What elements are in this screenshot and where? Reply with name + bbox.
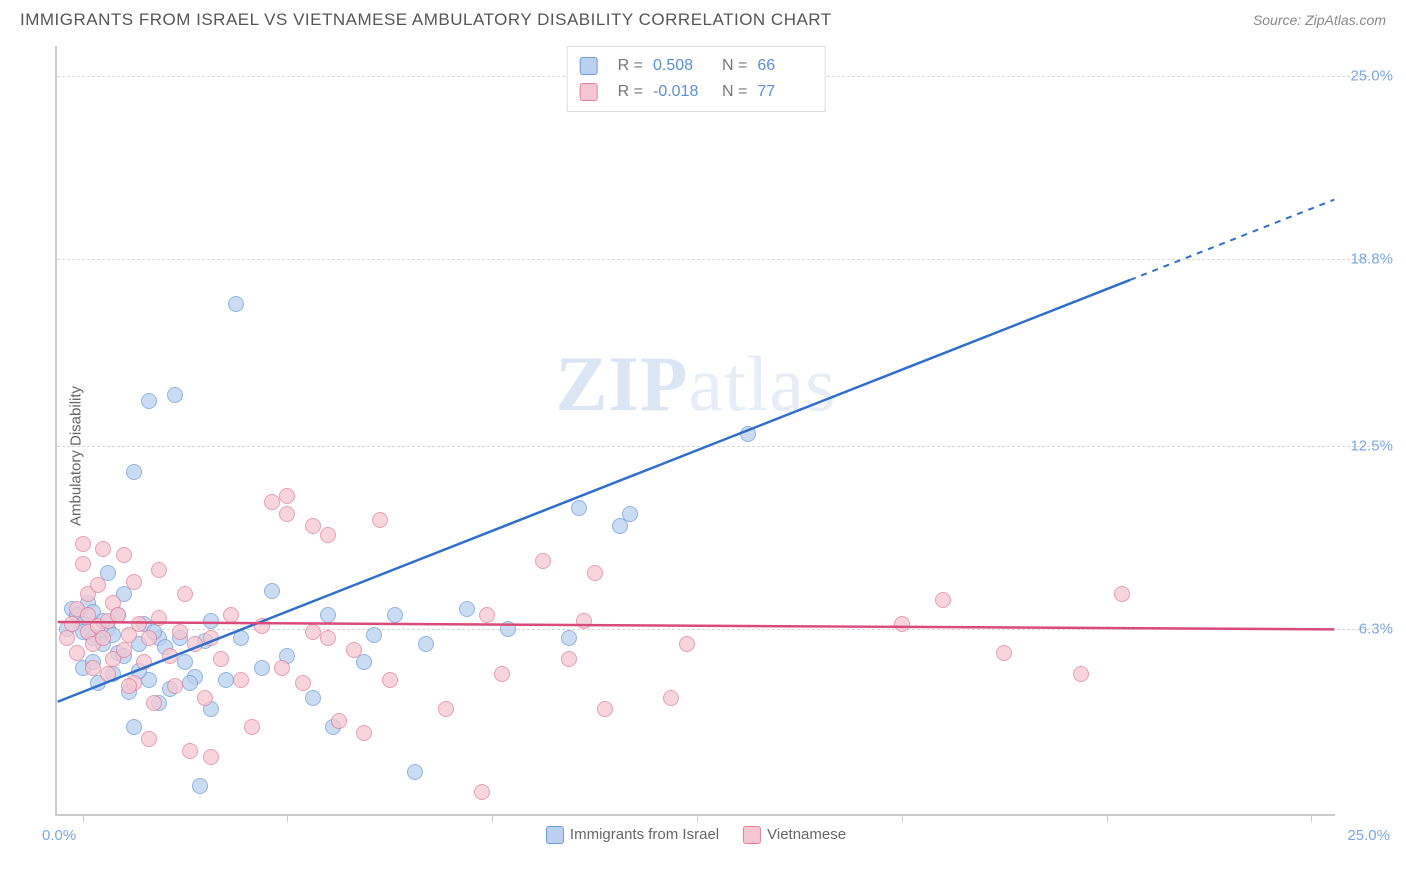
x-axis-min-label: 0.0% — [42, 827, 76, 844]
y-tick-label: 18.8% — [1350, 251, 1393, 268]
page-title: IMMIGRANTS FROM ISRAEL VS VIETNAMESE AMB… — [20, 10, 832, 30]
source-attribution: Source: ZipAtlas.com — [1253, 12, 1386, 28]
y-tick-label: 12.5% — [1350, 437, 1393, 454]
correlation-legend: R = 0.508 N = 66 R = -0.018 N = 77 — [567, 46, 826, 112]
chart-container: Ambulatory Disability ZIPatlas R = 0.508… — [0, 36, 1406, 876]
x-legend-swatch-0 — [546, 826, 564, 844]
x-tick — [83, 814, 84, 822]
x-tick — [287, 814, 288, 822]
trend-lines-layer — [57, 46, 1335, 814]
legend-r-label: R = — [618, 53, 643, 79]
x-axis-max-label: 25.0% — [1347, 827, 1390, 844]
legend-r-value-1: -0.018 — [653, 79, 708, 105]
legend-swatch-1 — [580, 83, 598, 101]
x-tick — [1311, 814, 1312, 822]
legend-n-label: N = — [722, 79, 747, 105]
legend-r-label: R = — [618, 79, 643, 105]
x-legend-label-1: Vietnamese — [767, 826, 846, 843]
x-tick — [697, 814, 698, 822]
legend-row-series-0: R = 0.508 N = 66 — [580, 53, 813, 79]
legend-n-value-0: 66 — [757, 53, 812, 79]
x-tick — [902, 814, 903, 822]
legend-n-label: N = — [722, 53, 747, 79]
x-tick — [492, 814, 493, 822]
x-legend-swatch-1 — [743, 826, 761, 844]
legend-r-value-0: 0.508 — [653, 53, 708, 79]
source-link[interactable]: ZipAtlas.com — [1305, 12, 1386, 28]
source-prefix: Source: — [1253, 12, 1305, 28]
x-legend-item-0: Immigrants from Israel — [546, 826, 719, 844]
legend-swatch-0 — [580, 57, 598, 75]
trend-line-solid — [58, 280, 1130, 702]
plot-area: ZIPatlas R = 0.508 N = 66 R = -0.018 N =… — [55, 46, 1335, 816]
y-tick-label: 25.0% — [1350, 67, 1393, 84]
y-tick-label: 6.3% — [1359, 621, 1393, 638]
x-tick — [1107, 814, 1108, 822]
x-legend-item-1: Vietnamese — [743, 826, 846, 844]
x-axis-series-legend: Immigrants from Israel Vietnamese — [546, 826, 846, 844]
x-legend-label-0: Immigrants from Israel — [570, 826, 719, 843]
legend-n-value-1: 77 — [757, 79, 812, 105]
legend-row-series-1: R = -0.018 N = 77 — [580, 79, 813, 105]
header-bar: IMMIGRANTS FROM ISRAEL VS VIETNAMESE AMB… — [0, 0, 1406, 36]
trend-line-dashed — [1130, 200, 1334, 280]
